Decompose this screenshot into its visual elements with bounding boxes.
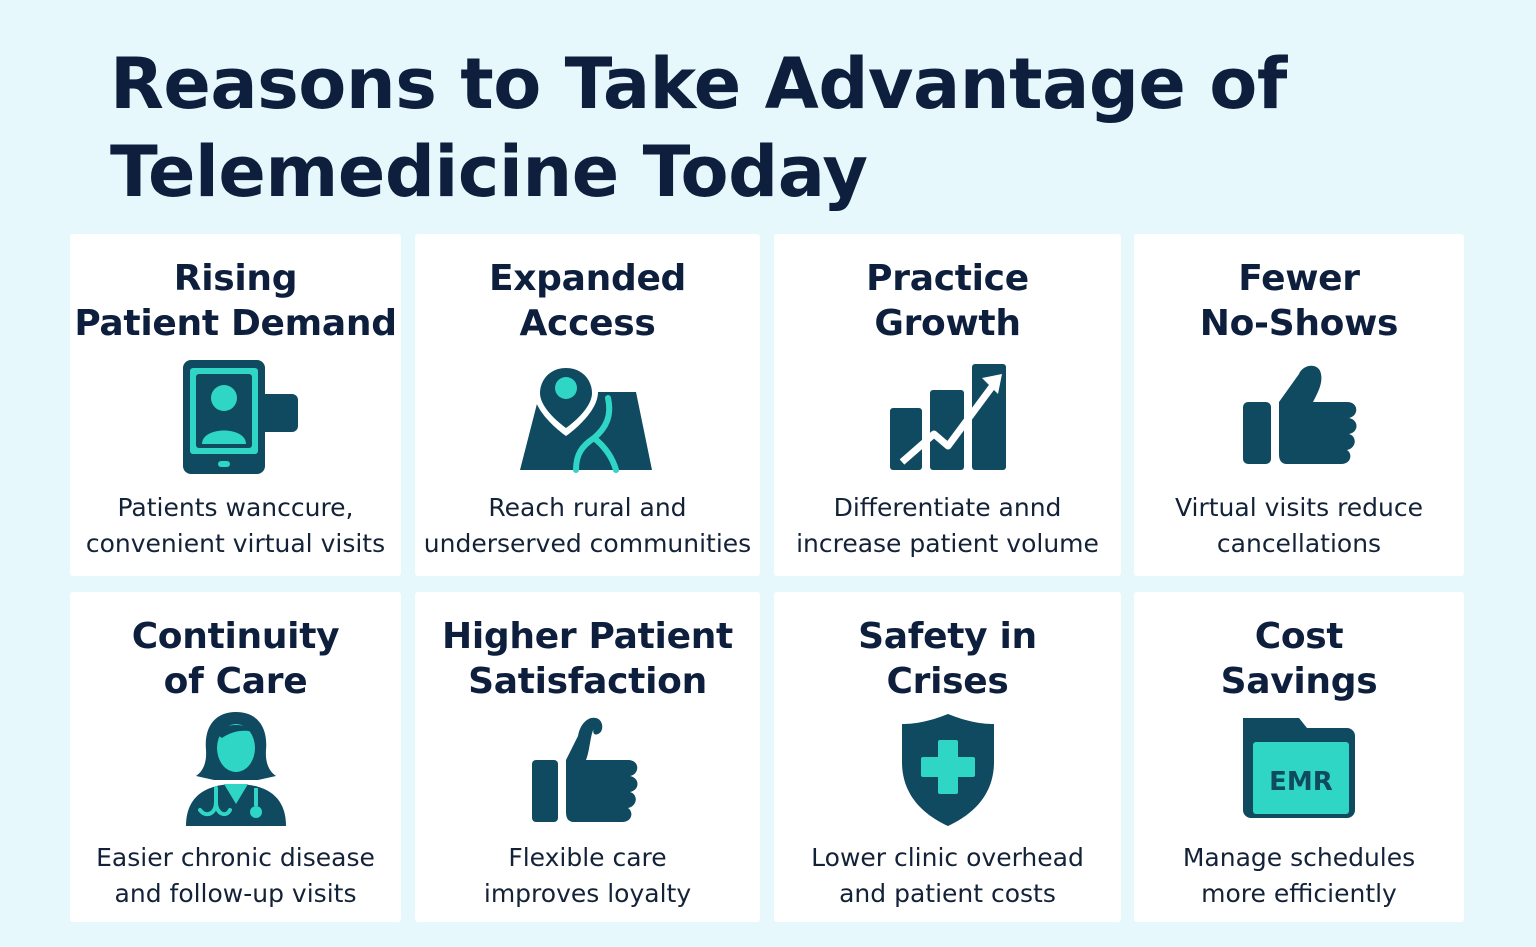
card-description: Patients wanccure, convenient virtual vi…	[85, 493, 386, 558]
growth-chart-icon	[878, 358, 1018, 478]
card-title: Practice Growth	[866, 258, 1029, 344]
doctor-icon	[166, 710, 306, 830]
tablet-video-call-icon	[166, 358, 306, 478]
card-description: Virtual visits reduce cancellations	[1174, 493, 1424, 558]
map-pin-icon	[518, 358, 658, 478]
emr-label: EMR	[1269, 767, 1333, 797]
card-rising-patient-demand: Rising Patient Demand Patients wanccure,…	[70, 234, 401, 576]
card-higher-patient-satisfaction: Higher Patient Satisfaction Flexible car…	[415, 592, 760, 922]
card-title: Expanded Access	[488, 258, 687, 344]
page-title: Reasons to Take Advantage of Telemedicin…	[110, 43, 1287, 213]
card-safety-in-crises: Safety in Crises Lower clinic overhead a…	[774, 592, 1121, 922]
card-cost-savings: Cost Savings EMR Manage schedules more e…	[1134, 592, 1464, 922]
shield-cross-icon	[878, 710, 1018, 830]
card-title: Higher Patient Satisfaction	[442, 616, 733, 702]
card-title: Continuity of Care	[131, 616, 340, 702]
card-description: Flexible care improves loyalty	[483, 843, 692, 908]
thumbs-up-icon	[1229, 358, 1369, 478]
emr-folder-icon: EMR	[1229, 710, 1369, 830]
card-description: Easier chronic disease and follow-up vis…	[96, 843, 375, 908]
card-title: Safety in Crises	[858, 616, 1037, 702]
card-continuity-of-care: Continuity of Care Easier chronic diseas…	[70, 592, 401, 922]
card-fewer-no-shows: Fewer No-Shows Virtual visits reduce can…	[1134, 234, 1464, 576]
card-description: Manage schedules more efficiently	[1182, 843, 1416, 908]
card-practice-growth: Practice Growth Differentiate annd incre…	[774, 234, 1121, 576]
card-title: Rising Patient Demand	[74, 258, 397, 344]
card-description: Reach rural and underserved communities	[423, 493, 752, 558]
card-description: Lower clinic overhead and patient costs	[811, 843, 1084, 908]
thumbs-up-icon	[518, 710, 658, 830]
card-title: Cost Savings	[1220, 616, 1378, 702]
card-title: Fewer No-Shows	[1199, 258, 1399, 344]
card-description: Differentiate annd increase patient volu…	[796, 493, 1099, 558]
card-expanded-access: Expanded Access Reach rural and underser…	[415, 234, 760, 576]
